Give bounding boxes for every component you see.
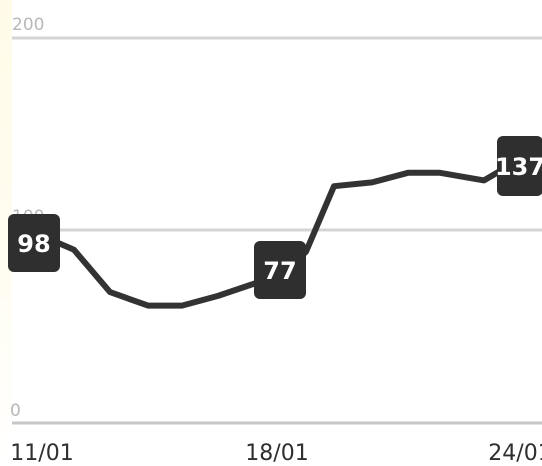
y-tick-label: 0 xyxy=(10,401,21,421)
x-tick-label: 11/01 xyxy=(10,441,73,466)
data-label: 77 xyxy=(254,241,306,299)
data-label: 98 xyxy=(8,214,60,272)
data-label-text: 98 xyxy=(17,230,50,258)
x-tick-label: 18/01 xyxy=(245,441,308,466)
data-label: 137 xyxy=(495,136,542,196)
data-label-box xyxy=(8,214,60,272)
left-edge-tint xyxy=(0,0,12,466)
data-label-text: 137 xyxy=(495,153,542,181)
data-label-box xyxy=(497,136,542,196)
y-tick-label: 200 xyxy=(12,15,44,35)
x-tick-label: 24/01 xyxy=(488,441,542,466)
data-label-text: 77 xyxy=(263,257,296,285)
data-label-box xyxy=(254,241,306,299)
